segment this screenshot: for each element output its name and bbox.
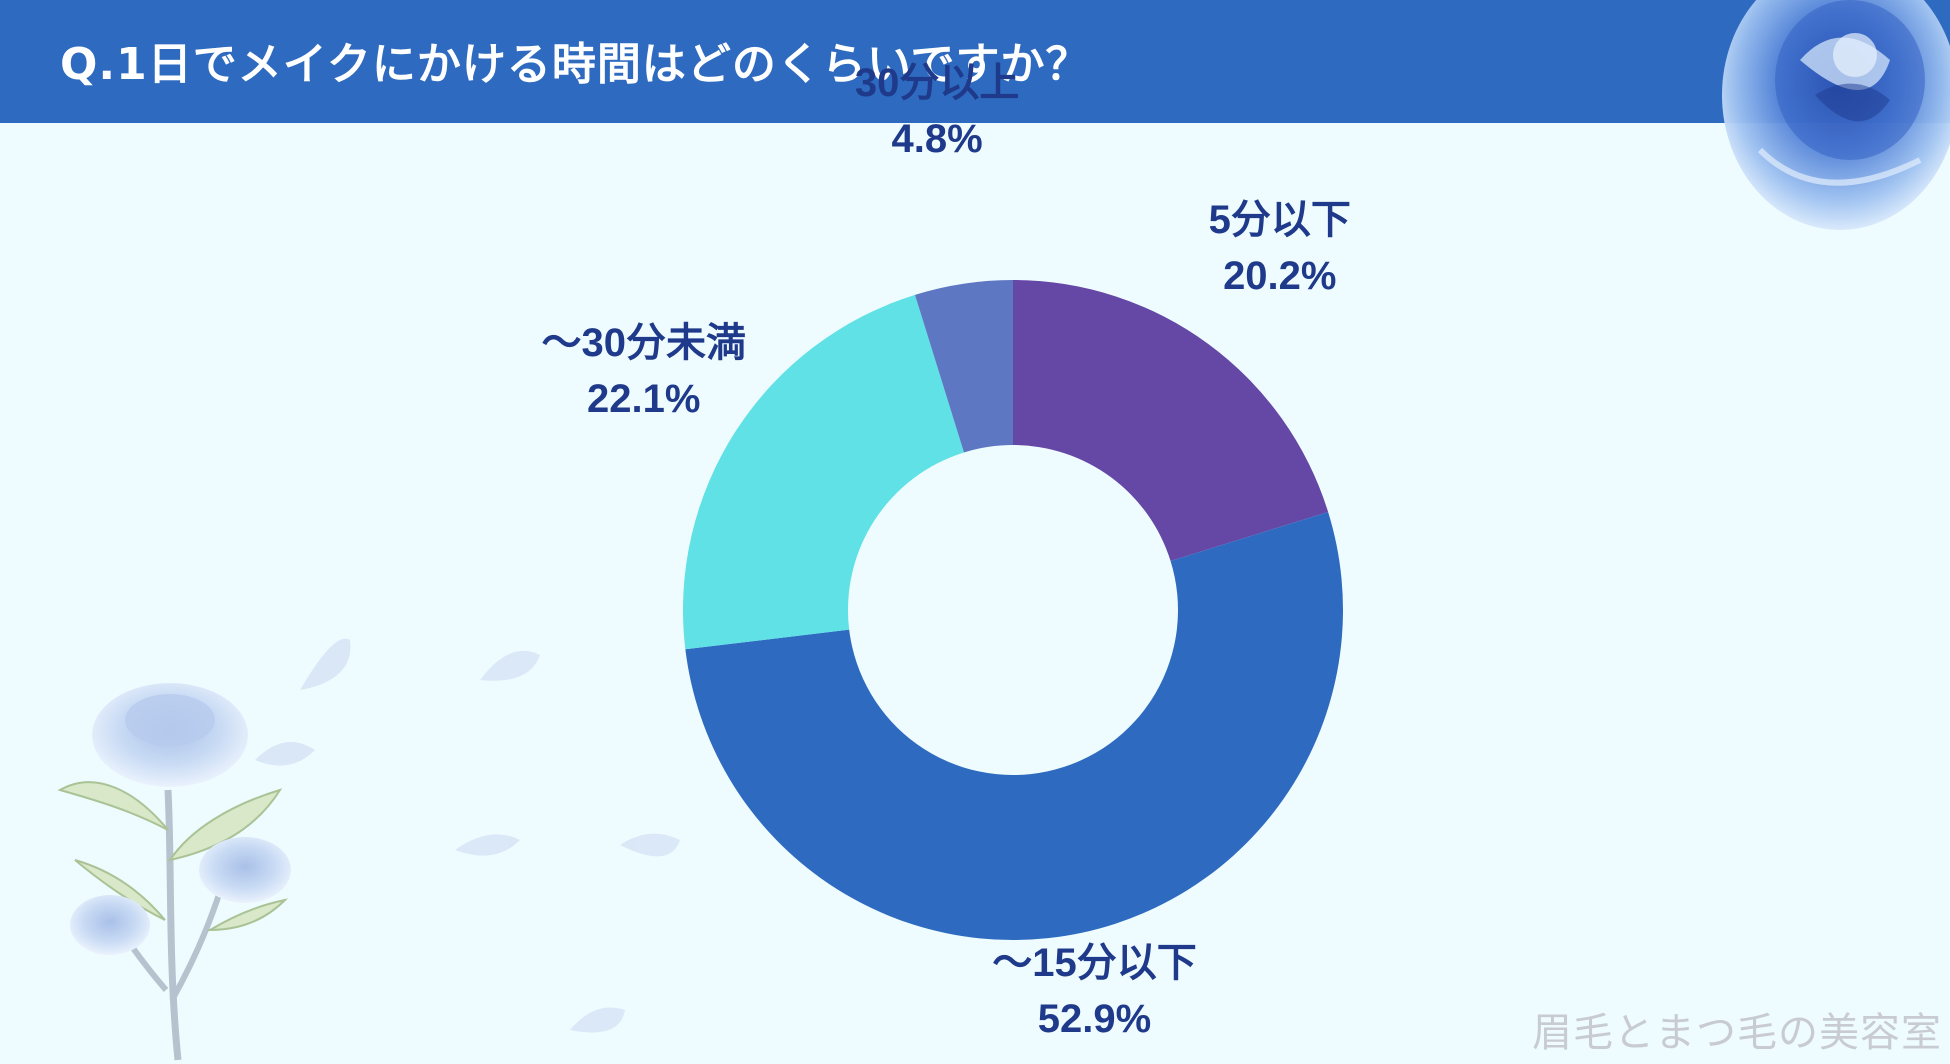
watermark: 眉毛とまつ毛の美容室	[1532, 1010, 1942, 1056]
slice-label: 5分以下 20.2%	[1209, 192, 1351, 304]
slice-category-label: ～30分未満	[541, 320, 746, 365]
donut-slice	[1013, 280, 1329, 561]
header-bar: Q.1日でメイクにかける時間はどのくらいですか？	[0, 0, 1950, 123]
donut-slice	[685, 511, 1344, 941]
slice-value-label: 52.9%	[1037, 997, 1152, 1042]
slice-label: ～15分以下 52.9%	[992, 935, 1197, 1047]
slice-category-label: 5分以下	[1208, 197, 1351, 242]
donut-slice	[683, 294, 964, 650]
falling-petals-icon	[255, 638, 680, 1033]
slice-value-label: 20.2%	[1223, 253, 1337, 298]
slice-label: 30分以上 4.8%	[855, 55, 1020, 167]
donut-slice	[914, 280, 1013, 453]
slice-value-label: 4.8%	[891, 116, 983, 161]
slice-category-label: 30分以上	[854, 60, 1020, 105]
slice-label: ～30分未満 22.1%	[541, 315, 746, 427]
slice-value-label: 22.1%	[587, 376, 701, 421]
slice-category-label: ～15分以下	[992, 941, 1197, 986]
page-title: Q.1日でメイクにかける時間はどのくらいですか？	[60, 39, 1091, 90]
blue-rose-stem-icon	[57, 683, 291, 1061]
blue-rose-watercolor-icon	[1722, 0, 1950, 230]
